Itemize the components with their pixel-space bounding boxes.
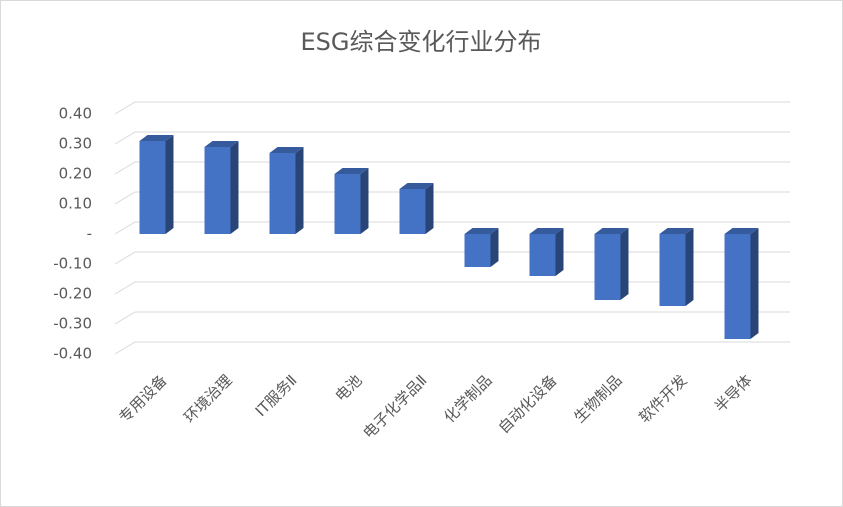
- bar-side: [425, 183, 434, 234]
- bar-side: [165, 135, 174, 234]
- grid-line: [114, 251, 790, 265]
- bar-top: [269, 147, 304, 153]
- bar-side: [490, 228, 499, 267]
- bar-top: [204, 141, 239, 147]
- bar-top: [464, 228, 499, 234]
- y-tick-label: 0.40: [59, 105, 92, 123]
- bar-top: [594, 228, 629, 234]
- bar-side: [360, 168, 369, 234]
- grid-line: [114, 131, 790, 145]
- bar: [529, 234, 556, 276]
- bar-top: [724, 228, 759, 234]
- bar-side: [750, 228, 759, 339]
- y-tick-label: 0.10: [59, 195, 92, 213]
- grid-line: [114, 311, 790, 325]
- bar-side: [295, 147, 304, 234]
- bar-side: [620, 228, 629, 300]
- grid-line: [114, 221, 790, 235]
- bar-side: [555, 228, 564, 276]
- bar-top: [659, 228, 694, 234]
- bar: [594, 234, 621, 300]
- grid-line: [114, 341, 790, 355]
- y-tick-label: -0.10: [53, 255, 92, 273]
- grid-line: [114, 101, 790, 115]
- bar: [399, 189, 426, 234]
- y-tick-label: -0.20: [53, 285, 92, 303]
- bar: [269, 153, 296, 234]
- y-tick-label: -: [87, 225, 92, 243]
- bar-top: [399, 183, 434, 189]
- grid-line: [114, 191, 790, 205]
- y-tick-label: -0.40: [53, 345, 92, 363]
- bar: [334, 174, 361, 234]
- bar: [659, 234, 686, 306]
- bar-side: [230, 141, 239, 234]
- bar: [139, 141, 166, 234]
- bar: [204, 147, 231, 234]
- grid-line: [114, 281, 790, 295]
- bar-top: [529, 228, 564, 234]
- chart-title: ESG综合变化行业分布: [301, 28, 542, 56]
- y-tick-label: 0.20: [59, 165, 92, 183]
- grid-line: [114, 161, 790, 175]
- bar-top: [334, 168, 369, 174]
- y-tick-label: -0.30: [53, 315, 92, 333]
- y-tick-label: 0.30: [59, 135, 92, 153]
- bar: [724, 234, 751, 339]
- bar-top: [139, 135, 174, 141]
- bar: [464, 234, 491, 267]
- bar-side: [685, 228, 694, 306]
